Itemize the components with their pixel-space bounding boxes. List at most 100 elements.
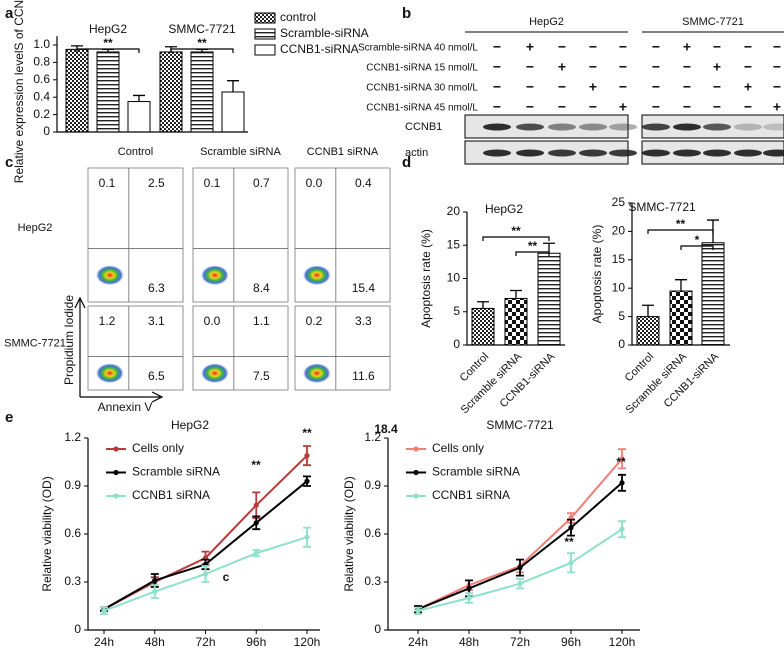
legend-dot (413, 493, 419, 499)
significance-mark: ** (103, 36, 113, 50)
legend-label: CCNB1 siRNA (132, 488, 210, 502)
band-label: actin (405, 147, 428, 159)
point (202, 571, 209, 577)
lane-sign: − (683, 99, 691, 115)
x-tick-label: CCNB1-siRNA (662, 350, 722, 410)
blot-band (483, 123, 511, 131)
quadrant-value: 1.2 (99, 314, 116, 328)
bar (65, 48, 89, 133)
quadrant-value: 7.5 (253, 369, 270, 383)
x-tick-label: Scramble siRNA (459, 350, 525, 416)
significance-bracket (680, 245, 714, 250)
row-title: SMMC-7721 (4, 338, 66, 350)
y-tick-label: 15 (612, 252, 626, 266)
band-label: CCNB1 (405, 121, 442, 133)
chart-title: HepG2 (485, 202, 523, 216)
blot-band (763, 123, 784, 131)
condition-label: CCNB1-siRNA 30 nmol/L (366, 83, 478, 94)
legend-label: Cells only (132, 441, 184, 455)
blot-band (483, 149, 511, 157)
error-bar (642, 304, 654, 317)
y-tick-label: 15 (447, 237, 461, 251)
legend-dot (113, 446, 119, 452)
blot-band (548, 123, 576, 131)
group-title: HepG2 (529, 16, 564, 28)
point (152, 577, 158, 584)
blot-band (734, 149, 762, 157)
point (253, 502, 259, 508)
blot-band (763, 149, 784, 157)
panel-label: d (402, 154, 411, 171)
cell-cloud (200, 265, 229, 286)
y-tick-label: 20 (612, 224, 626, 238)
y-axis-title: Apoptosis rate (%) (419, 229, 433, 328)
blot-band (609, 123, 637, 131)
significance-mark: ** (197, 36, 207, 50)
point (619, 456, 625, 462)
lane-sign: − (526, 79, 534, 95)
quadrant-value: 11.6 (352, 369, 375, 383)
group-title: SMMC-7721 (682, 16, 744, 28)
legend-dot (113, 469, 119, 476)
quadrant-value: 0.1 (99, 176, 116, 190)
lane-sign: − (744, 39, 752, 55)
annotation: ** (251, 458, 261, 472)
blot-strip (464, 114, 629, 139)
legend-swatch (254, 28, 276, 40)
y-axis-title: Apoptosis rate (%) (590, 225, 604, 324)
lane-sign: − (744, 59, 752, 75)
y-tick-label: 0 (453, 337, 460, 351)
legend-label: Cells only (432, 441, 484, 455)
x-tick-label: 96h (561, 635, 581, 649)
panel-label: c (5, 154, 13, 171)
significance-bracket (482, 236, 550, 241)
row-title: HepG2 (18, 222, 53, 234)
bar (537, 252, 561, 346)
lane-sign: − (493, 99, 501, 115)
lane-sign: − (652, 59, 660, 75)
bar (96, 51, 120, 133)
chart-title: HepG2 (171, 418, 209, 432)
cell-cloud (302, 265, 331, 286)
y-tick-label: 10 (612, 280, 626, 294)
quadrant-value: 0.1 (204, 176, 221, 190)
quadrant-value: 6.5 (148, 369, 165, 383)
error-bar (227, 80, 239, 92)
lane-sign: − (589, 59, 597, 75)
y-tick-label: 20 (447, 204, 461, 218)
y-tick-label: 5 (453, 304, 460, 318)
legend-dot (413, 446, 419, 452)
lane-sign: − (652, 79, 660, 95)
x-tick-label: 120h (609, 635, 636, 649)
quadrant-value: 3.3 (355, 314, 372, 328)
point (619, 480, 625, 486)
lane-sign: − (619, 39, 627, 55)
lane-sign: − (773, 39, 781, 55)
lane-sign: − (589, 39, 597, 55)
significance-mark: ** (676, 217, 686, 231)
y-tick-label: 0 (374, 622, 381, 636)
lane-sign: − (526, 59, 534, 75)
y-tick-label: 0 (74, 622, 81, 636)
lane-sign: − (493, 59, 501, 75)
y-axis-title: Propidium Iodide (62, 295, 76, 385)
y-axis-title: Relative expression levelS of CCNB1 (12, 0, 26, 183)
column-title: CCNB1 siRNA (307, 146, 379, 158)
blot-band (609, 149, 637, 157)
y-tick-label: 0.2 (33, 107, 50, 121)
blot-band (703, 149, 731, 157)
error-bar (133, 94, 145, 102)
lane-sign: + (526, 39, 534, 55)
legend-label: Scramble siRNA (432, 465, 520, 479)
blot-band (642, 123, 670, 131)
blot-band (548, 149, 576, 157)
legend-label: CCNB1 siRNA (432, 488, 510, 502)
blot-band (734, 123, 762, 131)
blot-band (579, 149, 607, 157)
lane-sign: − (713, 79, 721, 95)
y-tick-label: 0 (43, 124, 50, 138)
lane-sign: − (558, 99, 566, 115)
blot-band (579, 123, 607, 131)
lane-sign: − (619, 79, 627, 95)
cell-cloud (95, 363, 124, 384)
